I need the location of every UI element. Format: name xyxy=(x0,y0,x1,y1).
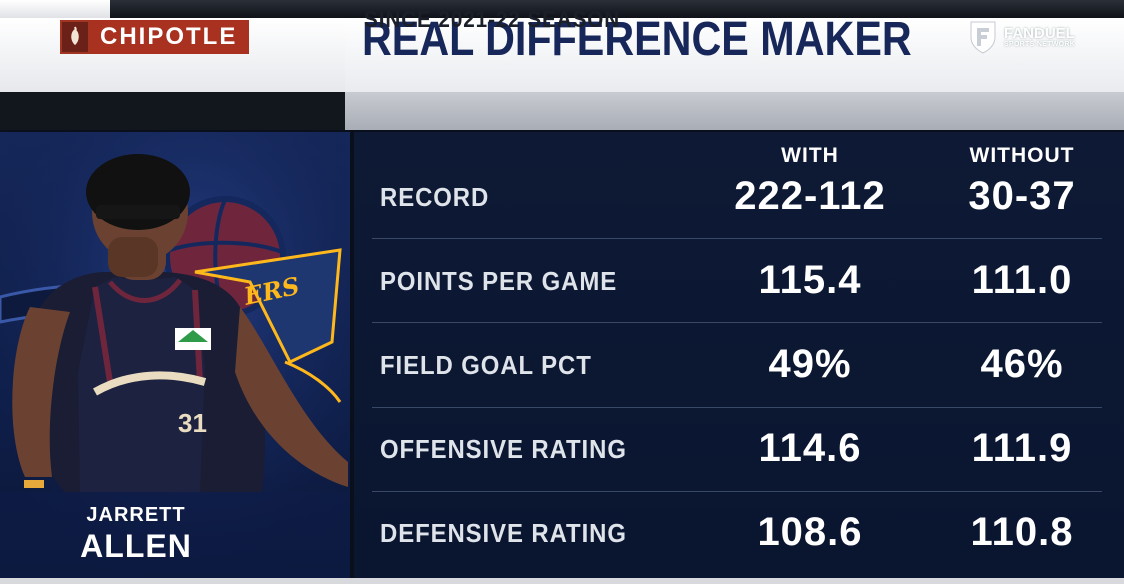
player-last-name: ALLEN xyxy=(80,528,192,564)
stat-label-field-goal-pct: FIELD GOAL PCT xyxy=(380,350,592,380)
chipotle-wordmark: CHIPOTLE xyxy=(90,20,250,54)
chipotle-logo: CHIPOTLE xyxy=(60,20,250,54)
stat-value-ortg-without: 111.9 xyxy=(971,426,1073,470)
fanduel-line2: SPORTS NETWORK xyxy=(1004,41,1076,48)
stat-value-fg-with: 49% xyxy=(768,342,852,386)
player-figure: 31 xyxy=(12,154,348,492)
player-first-name: JARRETT xyxy=(86,504,186,526)
stat-value-fg-without: 46% xyxy=(980,342,1064,386)
stat-value-record-with: 222-112 xyxy=(734,174,886,218)
chipotle-pepper-icon xyxy=(60,20,90,54)
stat-value-drtg-without: 110.8 xyxy=(970,510,1074,554)
stats-panel xyxy=(354,132,1124,578)
subtitle-panel xyxy=(345,92,1124,130)
stat-value-ortg-with: 114.6 xyxy=(758,426,862,470)
subtitle: SINCE 2021-22 SEASON xyxy=(364,6,621,32)
row-divider xyxy=(372,238,1102,239)
fanduel-line1: FANDUEL xyxy=(1004,25,1075,42)
fanduel-shield-icon xyxy=(970,21,996,54)
top-strip xyxy=(0,0,1124,22)
stat-value-record-without: 30-37 xyxy=(968,174,1076,218)
stat-label-points-per-game: POINTS PER GAME xyxy=(380,266,618,296)
stat-value-drtg-with: 108.6 xyxy=(757,510,863,554)
stat-label-offensive-rating: OFFENSIVE RATING xyxy=(380,434,627,464)
svg-text:31: 31 xyxy=(178,408,207,438)
column-header-without: WITHOUT xyxy=(969,144,1075,167)
subtitle-bar xyxy=(0,92,1124,130)
stat-label-defensive-rating: DEFENSIVE RATING xyxy=(380,518,627,548)
player-panel: ERS 31 JARRETT ALLEN xyxy=(0,132,350,578)
row-divider xyxy=(372,491,1102,492)
graphic-title: REAL DIFFERENCE MAKER xyxy=(362,13,912,66)
column-header-with: WITH xyxy=(781,144,839,167)
bottom-strip xyxy=(0,578,1124,584)
stat-value-ppg-with: 115.4 xyxy=(758,258,862,302)
stat-label-record: RECORD xyxy=(380,182,490,212)
fanduel-sports-network-logo: FANDUEL SPORTS NETWORK xyxy=(968,20,1075,54)
top-strip-dark xyxy=(110,0,1124,18)
row-divider xyxy=(372,407,1102,408)
player-photo: ERS 31 xyxy=(0,132,350,578)
stat-value-ppg-without: 111.0 xyxy=(971,258,1073,302)
row-divider xyxy=(372,322,1102,323)
